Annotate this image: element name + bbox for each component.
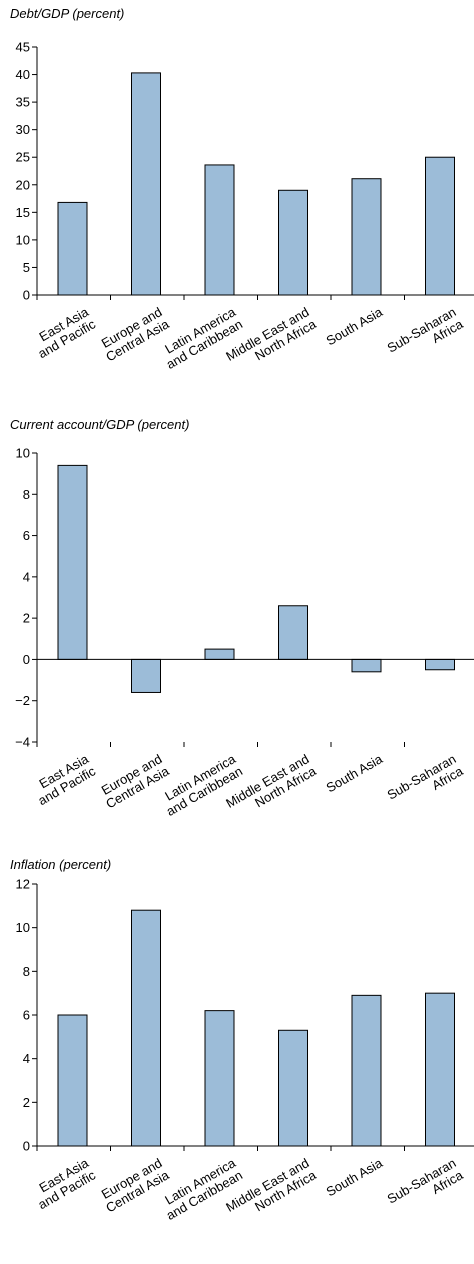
- bar: [278, 1029, 308, 1147]
- y-tick-label: 0: [23, 1139, 30, 1154]
- x-tick-label-line: South Asia: [324, 304, 386, 348]
- y-tick-label: 2: [23, 1095, 30, 1110]
- bar: [131, 909, 161, 1147]
- y-tick-label: 2: [23, 611, 30, 626]
- bar: [57, 201, 88, 296]
- x-tick-label-line: South Asia: [324, 1155, 386, 1199]
- chart-title: Inflation (percent): [10, 857, 112, 872]
- y-tick-label: 6: [23, 1008, 30, 1023]
- y-tick-label: 8: [23, 964, 30, 979]
- y-tick-label: 6: [23, 528, 30, 543]
- bar: [204, 1010, 235, 1147]
- y-tick-label: 45: [16, 40, 30, 55]
- bar: [57, 464, 88, 660]
- bar: [425, 992, 455, 1147]
- bar: [351, 994, 382, 1147]
- y-tick-label: 12: [16, 877, 30, 892]
- x-tick-label: South Asia: [324, 304, 386, 348]
- y-tick-label: 5: [23, 260, 30, 275]
- y-tick-label: 40: [16, 67, 30, 82]
- y-tick-label: 25: [16, 150, 30, 165]
- y-tick-label: 4: [23, 1051, 30, 1066]
- bar: [351, 178, 382, 296]
- y-tick-label: 10: [16, 920, 30, 935]
- y-tick-label: 0: [23, 652, 30, 667]
- chart-title: Debt/GDP (percent): [10, 6, 125, 21]
- y-tick-label: −4: [15, 735, 30, 750]
- y-tick-label: 8: [23, 487, 30, 502]
- y-tick-label: 10: [16, 446, 30, 461]
- bar: [278, 605, 308, 660]
- y-tick-label: −2: [15, 693, 30, 708]
- y-tick-label: 20: [16, 177, 30, 192]
- chart-title: Current account/GDP (percent): [10, 417, 190, 432]
- bar: [204, 164, 235, 296]
- bar: [351, 658, 382, 673]
- bar: [131, 72, 161, 296]
- y-tick-label: 30: [16, 122, 30, 137]
- bar: [425, 156, 455, 296]
- bar: [204, 648, 235, 660]
- y-tick-label: 0: [23, 288, 30, 303]
- y-tick-label: 35: [16, 95, 30, 110]
- bar: [131, 658, 161, 693]
- x-tick-label-line: South Asia: [324, 751, 386, 795]
- x-tick-label: South Asia: [324, 1155, 386, 1199]
- y-tick-label: 10: [16, 232, 30, 247]
- y-tick-label: 4: [23, 569, 30, 584]
- bar: [278, 189, 308, 296]
- x-tick-label: South Asia: [324, 751, 386, 795]
- bar: [57, 1014, 88, 1147]
- y-tick-label: 15: [16, 205, 30, 220]
- bar: [425, 658, 455, 671]
